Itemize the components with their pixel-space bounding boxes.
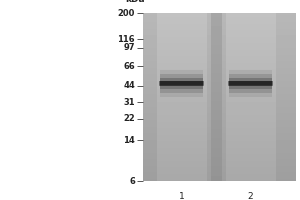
Bar — [160, 70, 203, 97]
Text: 200: 200 — [118, 8, 135, 18]
Text: 14: 14 — [123, 136, 135, 145]
Text: 1: 1 — [178, 192, 184, 200]
Bar — [160, 78, 203, 89]
Text: 44: 44 — [123, 81, 135, 90]
Text: 31: 31 — [123, 98, 135, 107]
Bar — [160, 74, 203, 93]
Text: 97: 97 — [124, 43, 135, 52]
Bar — [229, 78, 272, 89]
Bar — [229, 74, 272, 93]
Text: 66: 66 — [123, 62, 135, 71]
FancyBboxPatch shape — [228, 81, 273, 86]
FancyBboxPatch shape — [159, 81, 204, 86]
Text: 6: 6 — [129, 176, 135, 186]
Text: 2: 2 — [248, 192, 253, 200]
Bar — [229, 70, 272, 97]
Text: kDa: kDa — [125, 0, 145, 4]
Text: 116: 116 — [117, 35, 135, 44]
Text: 22: 22 — [123, 114, 135, 123]
